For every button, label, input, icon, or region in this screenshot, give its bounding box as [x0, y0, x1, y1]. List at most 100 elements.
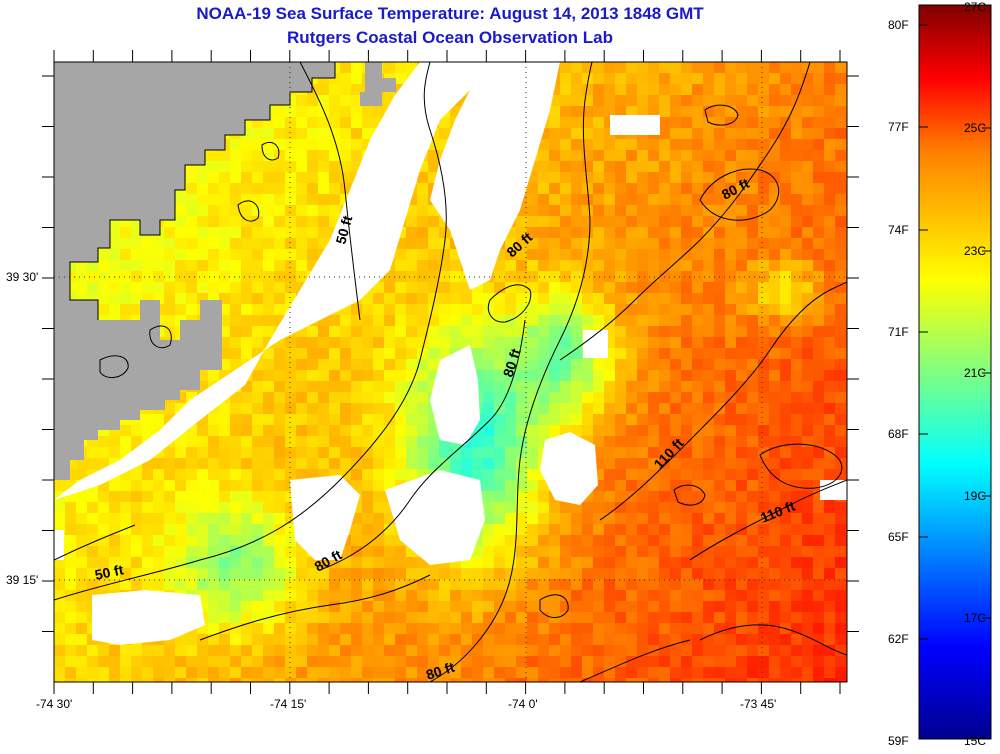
sst-pixel: [307, 117, 318, 128]
sst-pixel: [329, 579, 340, 590]
sst-pixel: [274, 106, 285, 117]
sst-pixel: [681, 458, 692, 469]
sst-pixel: [714, 348, 725, 359]
sst-pixel: [318, 139, 329, 150]
sst-pixel: [285, 249, 296, 260]
sst-pixel: [219, 293, 230, 304]
sst-pixel: [417, 612, 428, 623]
sst-pixel: [208, 370, 219, 381]
sst-pixel: [725, 612, 736, 623]
sst-pixel: [703, 590, 714, 601]
sst-pixel: [648, 293, 659, 304]
sst-pixel: [76, 546, 87, 557]
sst-pixel: [604, 678, 615, 682]
sst-pixel: [835, 645, 846, 656]
sst-pixel: [230, 150, 241, 161]
sst-pixel: [714, 106, 725, 117]
sst-pixel: [120, 282, 131, 293]
sst-pixel: [791, 579, 802, 590]
sst-pixel: [362, 513, 373, 524]
sst-pixel: [681, 513, 692, 524]
sst-pixel: [516, 623, 527, 634]
sst-pixel: [318, 84, 329, 95]
sst-pixel: [549, 645, 560, 656]
sst-pixel: [703, 425, 714, 436]
sst-pixel: [670, 238, 681, 249]
sst-pixel: [703, 359, 714, 370]
sst-pixel: [758, 194, 769, 205]
sst-pixel: [593, 403, 604, 414]
sst-pixel: [637, 84, 648, 95]
sst-pixel: [626, 667, 637, 678]
sst-pixel: [197, 502, 208, 513]
sst-pixel: [769, 568, 780, 579]
sst-pixel: [505, 535, 516, 546]
sst-pixel: [219, 645, 230, 656]
sst-pixel: [681, 227, 692, 238]
sst-pixel: [351, 359, 362, 370]
sst-pixel: [648, 678, 659, 682]
sst-pixel: [186, 524, 197, 535]
sst-pixel: [659, 623, 670, 634]
sst-pixel: [252, 425, 263, 436]
sst-pixel: [395, 315, 406, 326]
sst-pixel: [285, 183, 296, 194]
sst-pixel: [428, 238, 439, 249]
sst-pixel: [494, 502, 505, 513]
sst-pixel: [274, 183, 285, 194]
sst-pixel: [626, 282, 637, 293]
sst-pixel: [373, 601, 384, 612]
sst-pixel: [791, 480, 802, 491]
sst-pixel: [835, 359, 846, 370]
sst-pixel: [296, 326, 307, 337]
sst-pixel: [549, 590, 560, 601]
sst-pixel: [758, 634, 769, 645]
sst-pixel: [208, 623, 219, 634]
sst-pixel: [362, 480, 373, 491]
sst-pixel: [340, 667, 351, 678]
sst-pixel: [670, 480, 681, 491]
sst-pixel: [615, 73, 626, 84]
sst-pixel: [153, 271, 164, 282]
sst-pixel: [835, 172, 846, 183]
sst-pixel: [538, 436, 549, 447]
sst-pixel: [659, 425, 670, 436]
sst-pixel: [285, 403, 296, 414]
sst-pixel: [208, 414, 219, 425]
sst-pixel: [285, 645, 296, 656]
sst-pixel: [87, 458, 98, 469]
sst-pixel: [142, 238, 153, 249]
sst-pixel: [725, 414, 736, 425]
sst-pixel: [681, 95, 692, 106]
sst-pixel: [362, 117, 373, 128]
sst-pixel: [252, 128, 263, 139]
sst-pixel: [571, 161, 582, 172]
sst-pixel: [197, 282, 208, 293]
sst-pixel: [439, 447, 450, 458]
sst-pixel: [549, 161, 560, 172]
sst-pixel: [120, 579, 131, 590]
sst-pixel: [516, 513, 527, 524]
sst-pixel: [274, 304, 285, 315]
sst-pixel: [428, 579, 439, 590]
sst-pixel: [747, 106, 758, 117]
sst-pixel: [505, 612, 516, 623]
sst-pixel: [758, 139, 769, 150]
sst-pixel: [208, 293, 219, 304]
sst-pixel: [406, 249, 417, 260]
sst-pixel: [604, 414, 615, 425]
sst-pixel: [395, 425, 406, 436]
sst-pixel: [604, 480, 615, 491]
sst-pixel: [406, 645, 417, 656]
sst-pixel: [681, 106, 692, 117]
sst-pixel: [351, 370, 362, 381]
sst-pixel: [483, 579, 494, 590]
sst-pixel: [813, 667, 824, 678]
sst-pixel: [692, 106, 703, 117]
sst-pixel: [483, 601, 494, 612]
sst-pixel: [615, 469, 626, 480]
sst-pixel: [637, 95, 648, 106]
sst-pixel: [648, 425, 659, 436]
sst-pixel: [560, 612, 571, 623]
sst-pixel: [791, 304, 802, 315]
